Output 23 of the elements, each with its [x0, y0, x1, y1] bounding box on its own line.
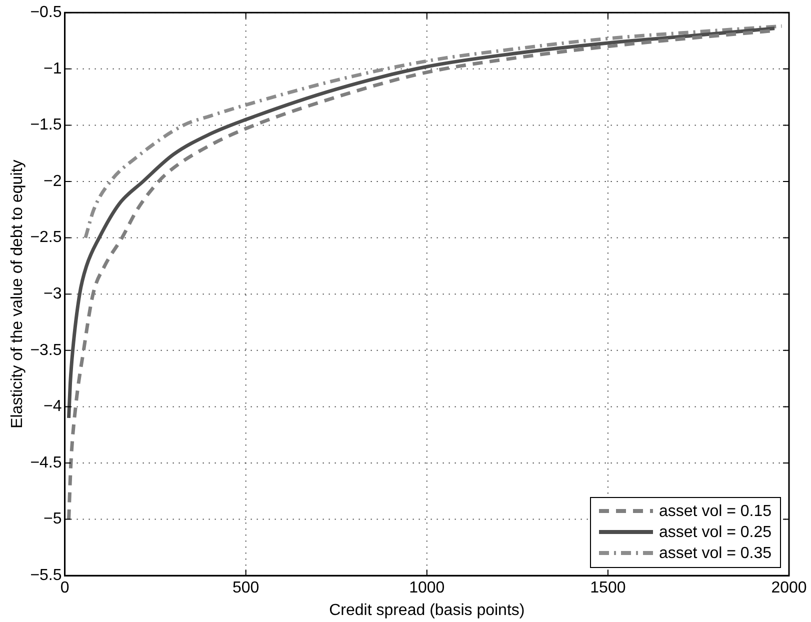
x-tick-label: 1500 — [590, 580, 626, 597]
y-tick-label: −3 — [44, 286, 62, 303]
y-axis-title: Elasticity of the value of debt to equity — [9, 160, 26, 428]
legend-label: asset vol = 0.35 — [659, 544, 772, 564]
y-tick-label: −2 — [44, 172, 62, 190]
x-tick-label: 1000 — [409, 580, 445, 597]
y-tick-label: −4.5 — [30, 454, 62, 472]
x-tick-label: 500 — [232, 580, 260, 597]
y-tick-label: −3.5 — [30, 342, 62, 359]
line-series — [67, 26, 776, 420]
y-tick-label: −1 — [44, 60, 62, 78]
y-tick-label: −4 — [44, 398, 62, 416]
x-axis-title: Credit spread (basis points) — [329, 602, 525, 619]
x-tick-label: 0 — [60, 580, 70, 597]
y-tick-label: −0.5 — [30, 4, 62, 22]
x-tick-label: 2000 — [771, 580, 807, 597]
y-tick-label: −5.5 — [30, 567, 62, 584]
y-tick-label: −5 — [44, 510, 62, 528]
y-tick-label: −2.5 — [30, 229, 62, 246]
legend-label: asset vol = 0.15 — [659, 502, 772, 522]
y-tick-label: −1.5 — [30, 116, 62, 134]
line-series — [84, 24, 784, 240]
legend-label: asset vol = 0.25 — [659, 522, 772, 543]
